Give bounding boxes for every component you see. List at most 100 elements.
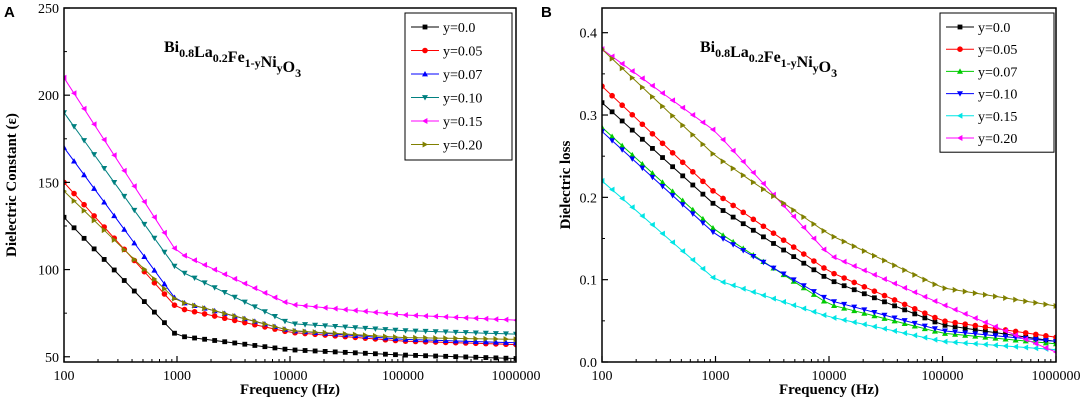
data-point — [433, 335, 439, 342]
data-point — [231, 317, 238, 324]
series-line — [64, 182, 516, 346]
data-point — [91, 185, 98, 191]
data-point — [629, 127, 635, 133]
legend-entry: y=0.05 — [946, 43, 1017, 58]
data-point — [710, 150, 716, 157]
data-point — [993, 330, 998, 336]
data-point — [699, 215, 706, 222]
data-point — [841, 317, 847, 324]
data-point — [101, 257, 107, 262]
data-point — [1042, 338, 1049, 344]
data-point — [952, 339, 958, 346]
data-point — [882, 257, 888, 264]
data-point — [831, 254, 837, 261]
legend-entry: y=0.0 — [411, 21, 475, 36]
plot-area — [602, 46, 1056, 354]
data-point — [811, 267, 817, 273]
data-point — [851, 279, 858, 286]
data-point — [649, 170, 656, 176]
data-point — [771, 193, 777, 200]
data-point — [493, 336, 499, 343]
data-point — [659, 179, 666, 185]
data-point — [770, 230, 777, 237]
data-point — [680, 122, 686, 129]
legend-label: y=0.20 — [443, 139, 482, 154]
data-point — [242, 315, 248, 322]
data-point — [232, 340, 238, 346]
data-point — [851, 319, 857, 326]
series-line — [64, 190, 516, 340]
data-point — [851, 287, 857, 293]
y-tick-label: 50 — [45, 351, 59, 366]
data-point — [679, 159, 686, 166]
data-point — [492, 339, 499, 345]
data-point — [201, 261, 208, 268]
data-point — [922, 310, 928, 316]
data-point — [791, 207, 797, 214]
data-point — [1042, 344, 1049, 351]
data-point — [972, 331, 979, 337]
data-point — [141, 299, 147, 304]
data-point — [790, 302, 797, 309]
data-point — [191, 257, 197, 264]
data-point — [352, 307, 358, 314]
formula-element: Ni — [797, 54, 814, 71]
data-point — [423, 353, 428, 359]
data-point — [791, 254, 797, 260]
data-point — [972, 322, 979, 329]
data-point — [821, 227, 827, 234]
data-point — [821, 265, 827, 271]
data-point — [1003, 331, 1008, 337]
data-point — [891, 315, 898, 321]
data-point — [619, 142, 626, 149]
data-point — [669, 97, 676, 104]
data-point — [982, 341, 988, 348]
series-4 — [64, 74, 516, 323]
data-point — [1012, 332, 1019, 339]
data-point — [452, 314, 459, 321]
x-tick-label: 100000 — [922, 369, 964, 384]
data-point — [820, 294, 827, 301]
data-point — [71, 90, 77, 97]
data-point — [482, 338, 489, 345]
data-point — [121, 193, 128, 200]
data-point — [781, 247, 786, 253]
data-point — [412, 312, 418, 319]
data-point — [1033, 331, 1039, 338]
data-point — [720, 136, 726, 143]
data-point — [992, 333, 999, 339]
legend-entry: y=0.10 — [946, 88, 1017, 103]
x-tick-label: 1000 — [702, 369, 730, 384]
data-point — [871, 288, 878, 295]
data-point — [463, 335, 469, 342]
data-point — [1032, 345, 1039, 352]
data-point — [292, 321, 299, 327]
data-point — [81, 201, 87, 208]
y-tick-label: 0.1 — [580, 274, 598, 289]
data-point — [649, 130, 656, 137]
data-point — [700, 191, 706, 197]
data-point — [810, 289, 817, 295]
data-point — [982, 319, 988, 326]
formula-element: Fe — [764, 49, 781, 66]
y-tick-label: 150 — [38, 176, 59, 191]
data-point — [222, 310, 228, 317]
series-line — [602, 48, 1056, 307]
data-point — [891, 327, 897, 334]
data-point — [121, 278, 127, 283]
data-point — [911, 305, 918, 312]
data-point — [211, 313, 218, 319]
legend-label: y=0.15 — [978, 110, 1017, 125]
data-point — [740, 172, 747, 179]
data-point — [811, 258, 817, 264]
data-point — [91, 152, 98, 158]
data-point — [669, 150, 676, 156]
data-point — [191, 275, 198, 281]
data-point — [820, 298, 827, 304]
data-point — [352, 325, 359, 331]
data-point — [191, 308, 198, 315]
data-point — [760, 223, 767, 230]
data-point — [841, 305, 848, 311]
data-point — [91, 246, 97, 252]
data-point — [251, 304, 258, 310]
